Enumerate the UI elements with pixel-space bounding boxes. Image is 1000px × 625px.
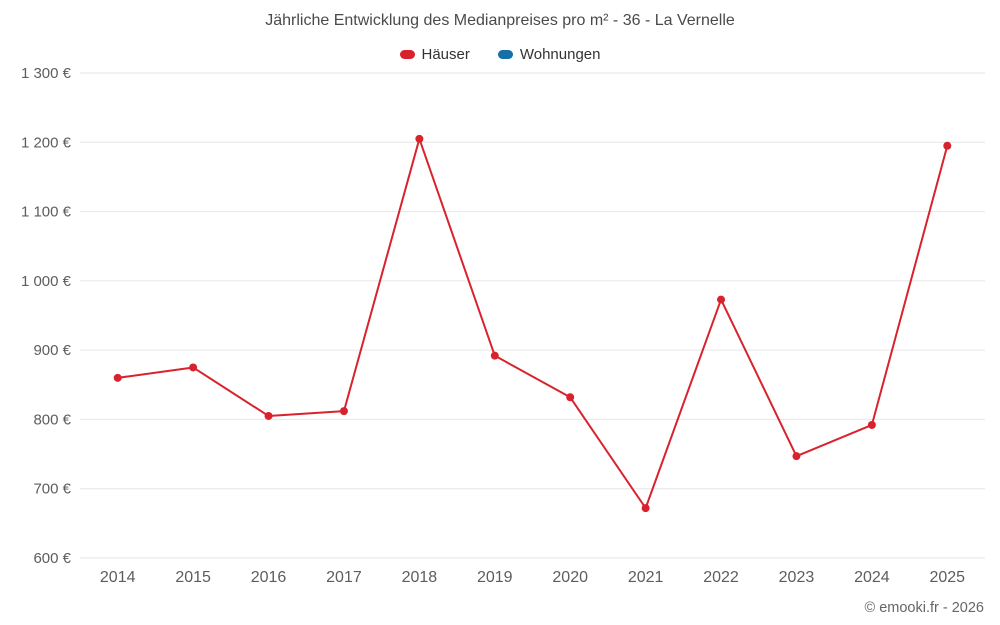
legend-swatch-hauser [399,50,415,59]
legend-label-wohnungen: Wohnungen [519,46,601,63]
legend: Häuser Wohnungen [0,46,1000,63]
x-axis-label: 2024 [854,569,890,586]
x-axis-label: 2014 [100,569,136,586]
x-axis-label: 2015 [175,569,211,586]
x-axis-label: 2017 [326,569,362,586]
y-axis-label: 1 000 € [21,273,72,290]
y-axis-label: 1 100 € [21,204,72,221]
x-axis-label: 2018 [402,569,438,586]
y-axis-label: 700 € [33,481,71,498]
data-point[interactable] [415,134,424,143]
x-axis-label: 2019 [477,569,513,586]
data-point[interactable] [113,373,122,382]
series-line [117,137,949,510]
data-point[interactable] [490,351,499,360]
copyright: © emooki.fr - 2026 [864,600,984,616]
legend-swatch-wohnungen [497,50,513,59]
x-axis-label: 2016 [251,569,287,586]
y-axis-label: 1 300 € [21,65,72,82]
x-axis-label: 2021 [628,569,664,586]
legend-item-hauser[interactable]: Häuser [399,46,470,63]
data-point[interactable] [867,420,876,429]
data-point[interactable] [566,393,575,402]
y-axis-label: 900 € [33,342,71,359]
x-axis-label: 2023 [779,569,815,586]
data-point[interactable] [717,295,726,304]
legend-item-wohnungen[interactable]: Wohnungen [497,46,601,63]
y-axis-label: 600 € [33,550,71,567]
y-axis-label: 800 € [33,411,71,428]
y-axis-label: 1 200 € [21,134,72,151]
data-point[interactable] [189,363,198,372]
data-point[interactable] [339,407,348,416]
legend-label-hauser: Häuser [421,46,470,63]
x-axis-label: 2020 [552,569,588,586]
x-axis-label: 2025 [929,569,965,586]
data-point[interactable] [792,452,801,461]
data-point[interactable] [943,141,952,150]
data-point[interactable] [264,411,273,420]
chart-title: Jährliche Entwicklung des Medianpreises … [265,12,735,29]
data-point[interactable] [641,504,650,513]
x-axis-label: 2022 [703,569,739,586]
